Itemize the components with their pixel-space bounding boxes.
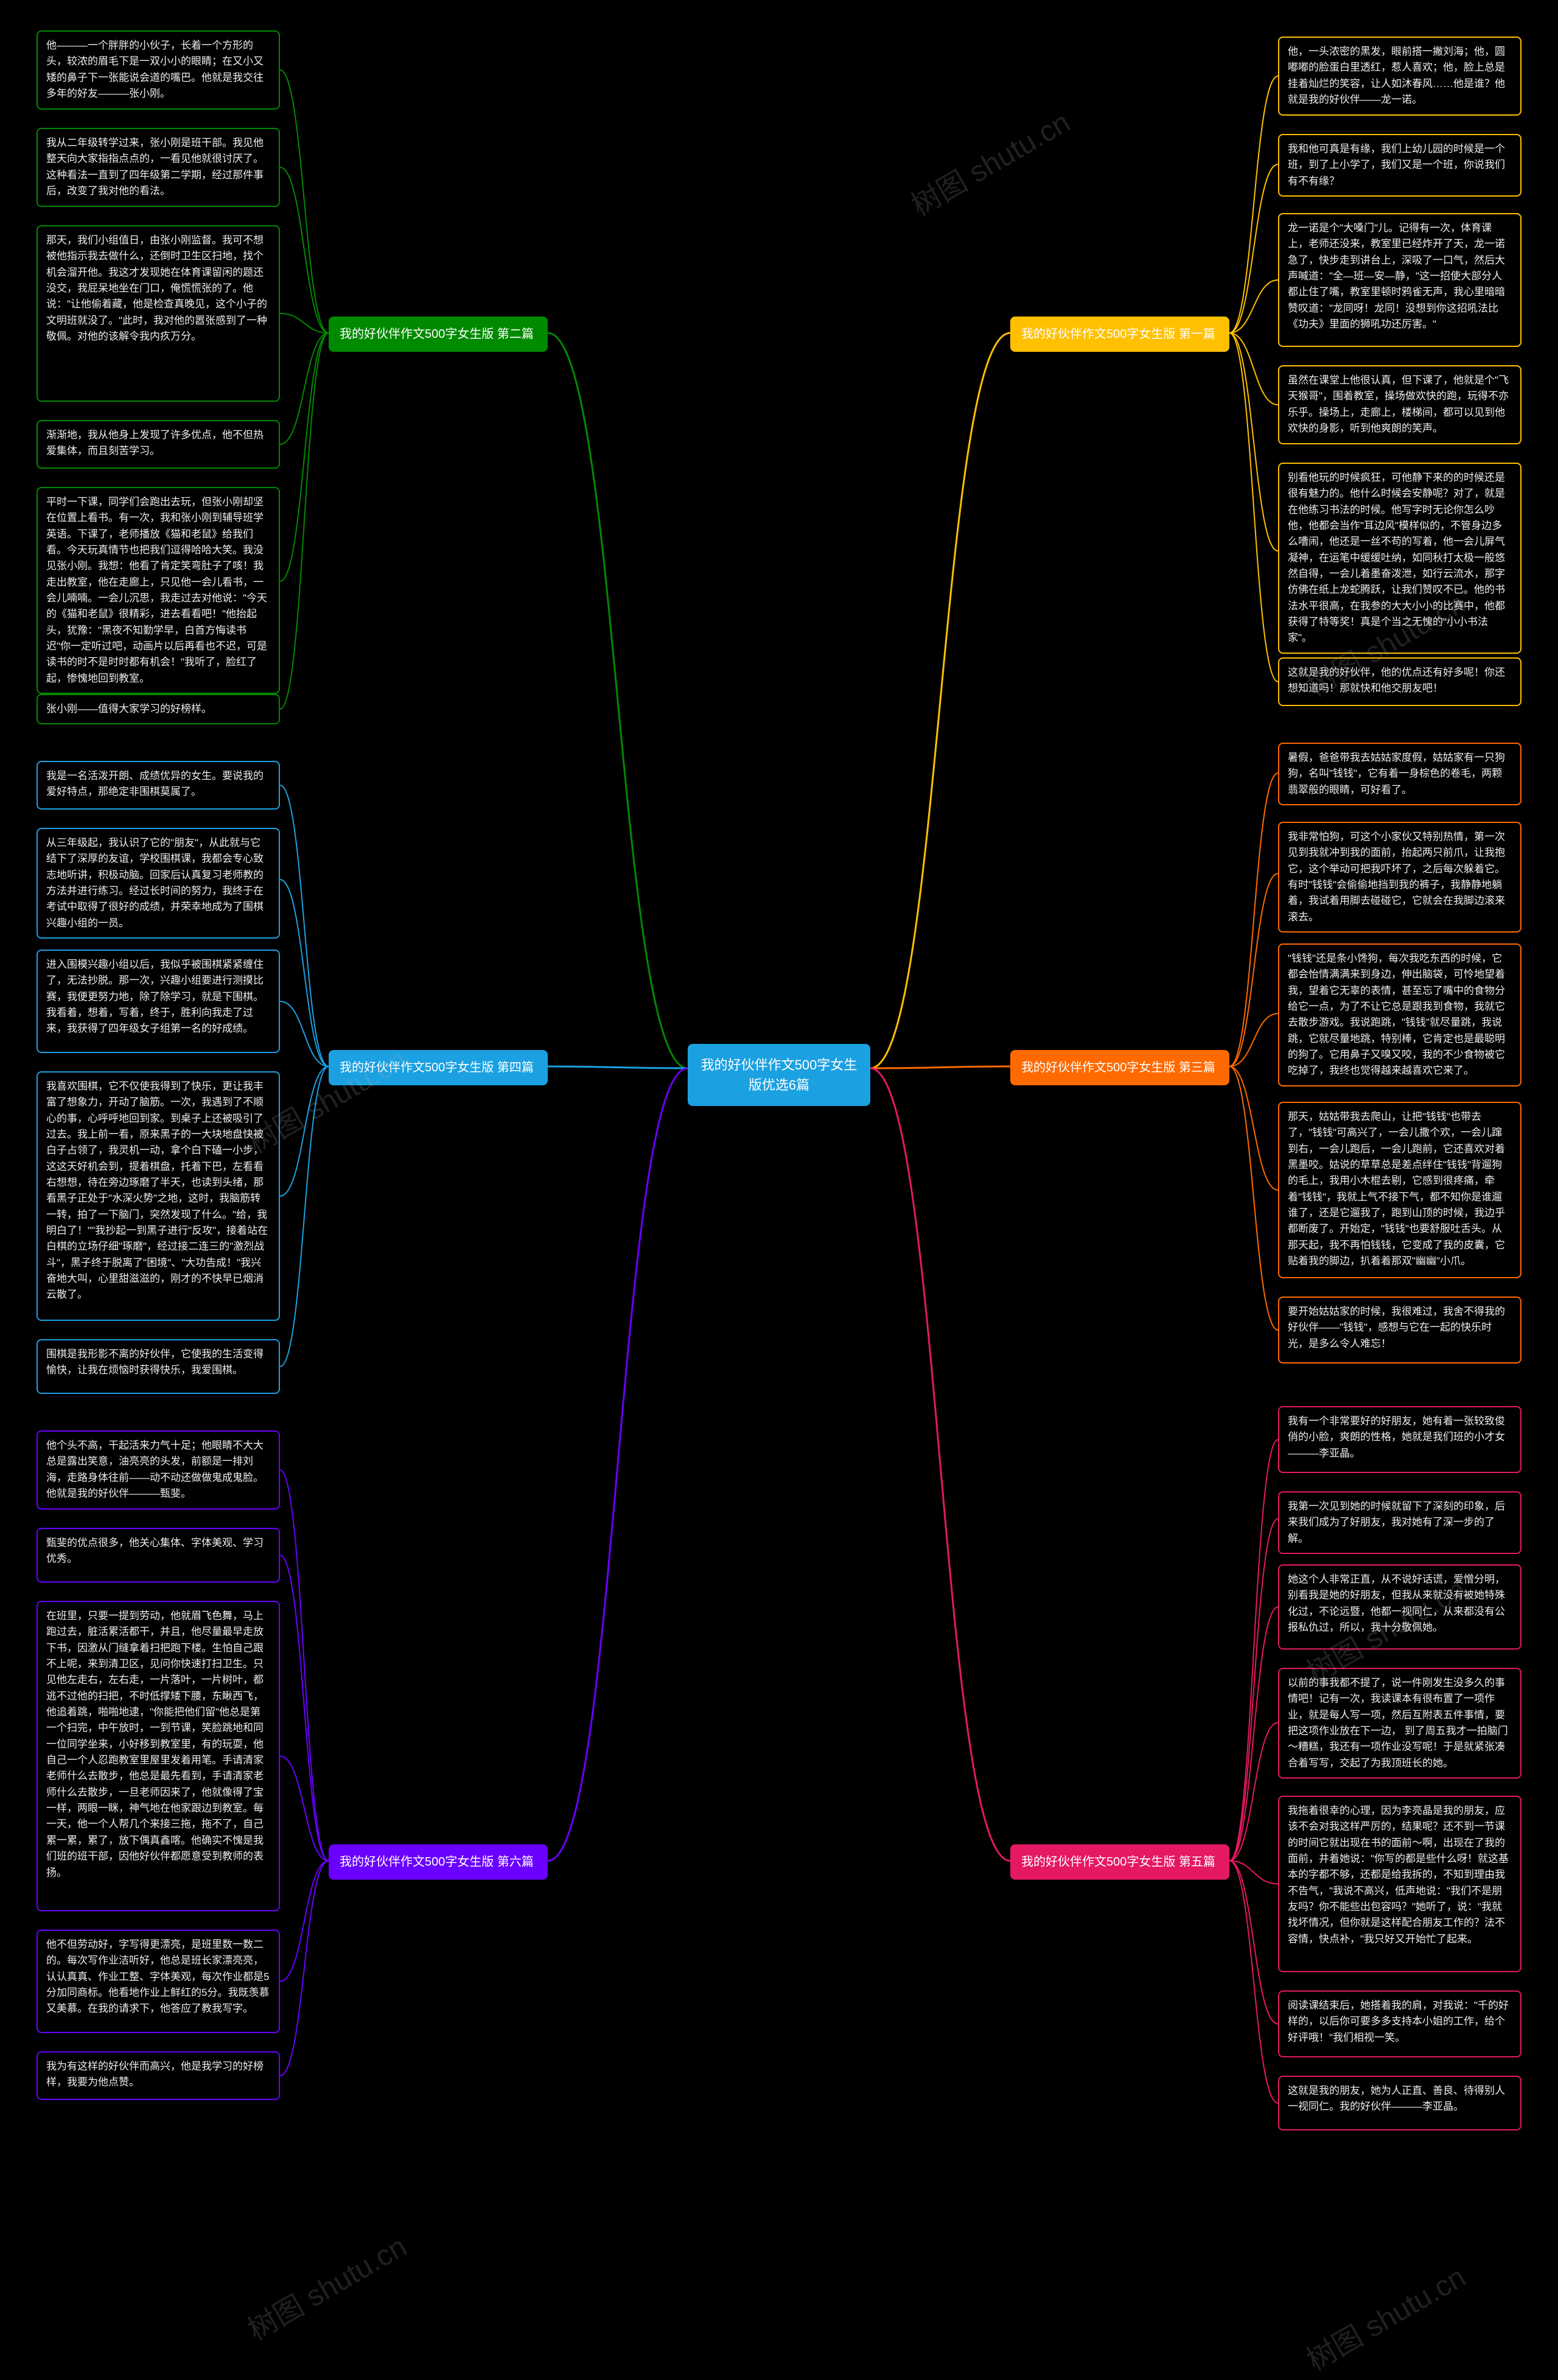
leaf-node[interactable]: 我有一个非常要好的好朋友，她有着一张较致俊俏的小脸，爽朗的性格，她就是我们班的小… [1278,1406,1521,1473]
leaf-node[interactable]: 我喜欢围棋，它不仅使我得到了快乐，更让我丰富了想象力，开动了脑筋。一次，我遇到了… [37,1071,280,1321]
leaf-node[interactable]: 我第一次见到她的时候就留下了深刻的印象，后来我们成为了好朋友，我对她有了深一步的… [1278,1491,1521,1554]
leaf-node[interactable]: 那天，姑姑带我去爬山，让把"钱钱"也带去了，"钱钱"可高兴了，一会儿撒个欢，一会… [1278,1102,1521,1278]
branch-node-b3[interactable]: 我的好伙伴作文500字女生版 第三篇 [1010,1050,1229,1085]
leaf-node[interactable]: 以前的事我都不提了，说一件刚发生没多久的事情吧！记有一次，我读课本有很布置了一项… [1278,1668,1521,1779]
leaf-node[interactable]: 我从二年级转学过来，张小刚是班干部。我见他整天向大家指指点点的，一看见他就很讨厌… [37,128,280,207]
leaf-node[interactable]: 我非常怕狗，可这个小家伙又特别热情，第一次见到我就冲到我的面前，抬起两只前爪，让… [1278,822,1521,933]
leaf-node[interactable]: 张小刚——值得大家学习的好榜样。 [37,694,280,724]
leaf-node[interactable]: 他，一头浓密的黑发，眼前搭一撇刘海；他，圆嘟嘟的脸蛋白里透红，惹人喜欢；他，脸上… [1278,37,1521,116]
leaf-node[interactable]: 从三年级起，我认识了它的"朋友"，从此就与它结下了深厚的友谊，学校围棋课，我都会… [37,828,280,939]
leaf-node[interactable]: 我和他可真是有缘，我们上幼儿园的时候是一个班，到了上小学了，我们又是一个班，你说… [1278,134,1521,197]
leaf-node[interactable]: 别看他玩的时候疯狂，可他静下来的的时候还是很有魅力的。他什么时候会安静呢？对了，… [1278,463,1521,654]
leaf-node[interactable]: 他———一个胖胖的小伙子，长着一个方形的头，较浓的眉毛下是一双小小的眼睛；在又小… [37,30,280,110]
leaf-node[interactable]: 他个头不高，干起活来力气十足；他眼睛不大大总是露出笑意，油亮亮的头发，前额是一排… [37,1430,280,1510]
leaf-node[interactable]: 虽然在课堂上他很认真，但下课了，他就是个"飞天猴哥"，围着教室，操场做欢快的跑，… [1278,365,1521,444]
leaf-node[interactable]: 围棋是我形影不离的好伙伴，它使我的生活变得愉快，让我在烦恼时获得快乐，我爱围棋。 [37,1339,280,1394]
watermark: 树图 shutu.cn [902,99,1077,224]
branch-node-b5[interactable]: 我的好伙伴作文500字女生版 第五篇 [1010,1844,1229,1880]
watermark: 树图 shutu.cn [1298,2253,1472,2379]
leaf-node[interactable]: 他不但劳动好，字写得更漂亮，是班里数一数二的。每次写作业洁听好，他总是班长家漂亮… [37,1930,280,2033]
leaf-node[interactable]: 在班里，只要一提到劳动，他就眉飞色舞，马上跑过去，脏活累活都干，并且，他尽量最早… [37,1601,280,1911]
leaf-node[interactable]: 我为有这样的好伙伴而高兴，他是我学习的好榜样，我要为他点赞。 [37,2051,280,2100]
leaf-node[interactable]: 这就是我的朋友，她为人正直、善良、待得别人一视同仁。我的好伙伴———李亚晶。 [1278,2076,1521,2130]
leaf-node[interactable]: 这就是我的好伙伴，他的优点还有好多呢！你还想知道吗！那就快和他交朋友吧！ [1278,657,1521,706]
leaf-node[interactable]: 我是一名活泼开朗、成绩优异的女生。要说我的爱好特点，那绝定非围棋莫属了。 [37,761,280,810]
leaf-node[interactable]: 平时一下课，同学们会跑出去玩，但张小刚却坚在位置上看书。有一次，我和张小刚到辅导… [37,487,280,694]
leaf-node[interactable]: 甄斐的优点很多，他关心集体、字体美观、学习优秀。 [37,1528,280,1583]
leaf-node[interactable]: 暑假，爸爸带我去姑姑家度假，姑姑家有一只狗狗，名叫"钱钱"，它有着一身棕色的卷毛… [1278,743,1521,805]
leaf-node[interactable]: 进入围模兴趣小组以后，我似乎被围棋紧紧缠住了，无法抄脱。那一次，兴趣小组要进行测… [37,950,280,1053]
leaf-node[interactable]: 阅读课结束后，她搭着我的肩，对我说："千的好样的，以后你可要多多支持本小姐的工作… [1278,1990,1521,2057]
leaf-node[interactable]: 要开始姑姑家的时候，我很难过，我舍不得我的好伙伴——"钱钱"，感想与它在一起的快… [1278,1297,1521,1363]
branch-node-b2[interactable]: 我的好伙伴作文500字女生版 第二篇 [329,317,548,352]
branch-node-b4[interactable]: 我的好伙伴作文500字女生版 第四篇 [329,1050,548,1085]
leaf-node[interactable]: 龙一诺是个"大嗓门"儿。记得有一次，体育课上，老师还没来，教室里已经炸开了天，龙… [1278,213,1521,347]
leaf-node[interactable]: 我拖着很幸的心理，因为李亮晶是我的朋友，应该不会对我这样严厉的，结果呢？还不到一… [1278,1796,1521,1972]
branch-node-b1[interactable]: 我的好伙伴作文500字女生版 第一篇 [1010,317,1229,352]
leaf-node[interactable]: "钱钱"还是条小馋狗，每次我吃东西的时候，它都会怡情满满来到身边，伸出脑袋，可怜… [1278,943,1521,1087]
branch-node-b6[interactable]: 我的好伙伴作文500字女生版 第六篇 [329,1844,548,1880]
watermark: 树图 shutu.cn [239,2223,413,2348]
center-node[interactable]: 我的好伙伴作文500字女生版优选6篇 [688,1044,870,1106]
leaf-node[interactable]: 那天，我们小组值日，由张小刚监督。我可不想被他指示我去做什么，还倒时卫生区扫地，… [37,225,280,402]
leaf-node[interactable]: 她这个人非常正直，从不说好话谎，爱憎分明，别看我是她的好朋友，但我从来就没有被她… [1278,1564,1521,1650]
leaf-node[interactable]: 渐渐地，我从他身上发现了许多优点，他不但热爱集体，而且刻苦学习。 [37,420,280,469]
